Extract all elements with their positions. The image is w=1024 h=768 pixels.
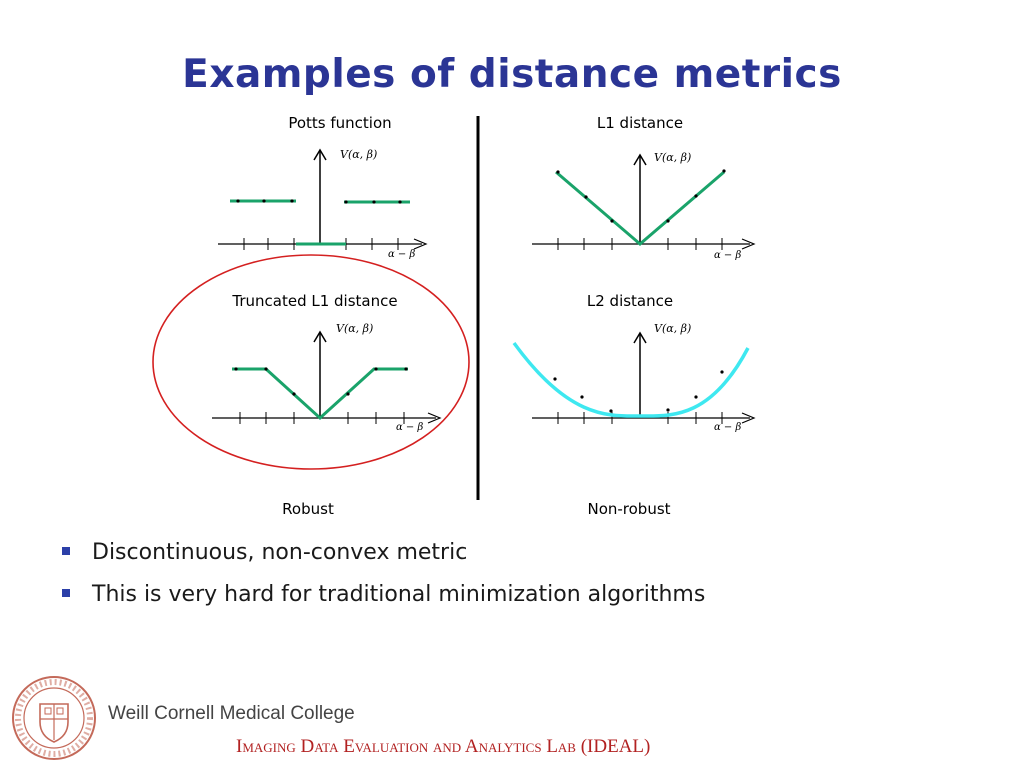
potts-points bbox=[236, 199, 402, 204]
bullet-item: Discontinuous, non-convex metric bbox=[62, 538, 705, 580]
l1-function-label: V(α, β) bbox=[654, 151, 691, 164]
robust-label: Robust bbox=[282, 500, 334, 518]
truncated-l1-x-arrow-icon bbox=[427, 412, 442, 424]
truncated-l1-function-label: V(α, β) bbox=[336, 322, 373, 335]
college-seal-icon bbox=[12, 676, 96, 760]
truncated-l1-ticks bbox=[239, 412, 405, 424]
bullet-square-icon bbox=[62, 547, 70, 555]
highlight-circle bbox=[152, 254, 470, 470]
l2-y-arrow-icon bbox=[633, 331, 647, 344]
slide-title: Examples of distance metrics bbox=[182, 52, 842, 97]
potts-ticks bbox=[243, 238, 399, 250]
truncated-l1-points bbox=[234, 367, 408, 396]
truncated-l1-y-arrow-icon bbox=[313, 330, 327, 343]
l2-function-label: V(α, β) bbox=[654, 322, 691, 335]
bullet-text: This is very hard for traditional minimi… bbox=[92, 582, 706, 607]
truncated-l1-axis-label: α − β bbox=[396, 422, 423, 433]
l1-y-arrow-icon bbox=[633, 153, 647, 166]
truncated-l1-curve bbox=[232, 367, 408, 421]
bullet-list: Discontinuous, non-convex metric This is… bbox=[62, 538, 705, 622]
potts-function-label: V(α, β) bbox=[340, 148, 377, 161]
l2-axis-label: α − β bbox=[714, 422, 741, 433]
lab-name: Imaging Data Evaluation and Analytics La… bbox=[236, 736, 650, 758]
lab-name-text: Imaging Data Evaluation and Analytics La… bbox=[236, 736, 651, 757]
truncated-l1-title: Truncated L1 distance bbox=[231, 292, 397, 310]
potts-y-arrow-icon bbox=[313, 148, 327, 161]
l1-ticks bbox=[557, 238, 723, 250]
bullet-square-icon bbox=[62, 589, 70, 597]
l2-curve bbox=[512, 341, 750, 418]
l1-x-arrow-icon bbox=[741, 238, 756, 250]
l2-title: L2 distance bbox=[587, 292, 673, 310]
bullet-text: Discontinuous, non-convex metric bbox=[92, 540, 468, 565]
potts-x-arrow-icon bbox=[413, 238, 428, 250]
bullet-item: This is very hard for traditional minimi… bbox=[62, 580, 705, 622]
l2-x-arrow-icon bbox=[741, 412, 756, 424]
college-name: Weill Cornell Medical College bbox=[108, 703, 355, 724]
l2-points bbox=[553, 370, 724, 413]
l1-title: L1 distance bbox=[597, 114, 683, 132]
l1-points bbox=[556, 169, 726, 223]
potts-title: Potts function bbox=[288, 114, 391, 132]
non-robust-label: Non-robust bbox=[587, 500, 670, 518]
l1-axis-label: α − β bbox=[714, 250, 741, 261]
distance-metrics-figure: Potts function V(α, β) α − β L1 distance… bbox=[152, 114, 756, 518]
potts-axis-label: α − β bbox=[388, 249, 415, 260]
